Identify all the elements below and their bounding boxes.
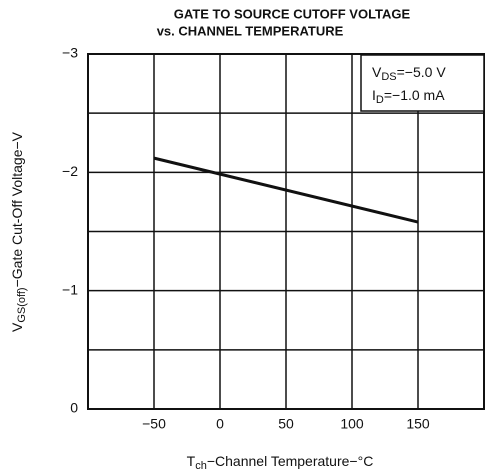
x-tick-label: 150 [406,416,430,432]
x-tick-label: 50 [278,416,294,432]
x-axis-label: Tch−Channel Temperature−°C [187,453,374,472]
x-tick-label: 0 [216,416,224,432]
chart-subtitle: vs. CHANNEL TEMPERATURE [157,23,344,38]
annotation-text: =−5.0 V [397,64,447,80]
y-tick-label: −3 [62,45,78,61]
data-line [153,156,419,224]
legend-box: VDS=−5.0 V ID=−1.0 mA [360,54,485,112]
chart-title: GATE TO SOURCE CUTOFF VOLTAGE [174,6,411,21]
x-label-sub: ch [195,460,207,472]
y-label-text: −Gate Cut-Off Voltage−V [9,131,25,287]
y-axis-label: VGS(off)−Gate Cut-Off Voltage−V [9,131,28,332]
y-tick-label: −1 [62,281,78,297]
x-label-text: −Channel Temperature−°C [207,453,373,469]
annotation-symbol: I [372,87,376,103]
x-label-symbol: T [187,453,196,469]
plot-frame [87,53,485,410]
x-tick-label: 100 [340,416,364,432]
annotation-sub: DS [381,71,396,83]
x-tick-label: −50 [142,416,166,432]
annotation-sub: D [376,94,384,106]
y-label-symbol: V [9,322,25,332]
annotation-symbol: V [372,64,382,80]
annotation-text: =−1.0 mA [384,87,445,103]
y-tick-label: −2 [62,163,78,179]
annotation: ID=−1.0 mA [372,87,445,106]
y-label-sub: GS(off) [16,287,28,322]
y-tick-label: 0 [70,400,78,416]
legend-frame [360,54,485,112]
annotation: VDS=−5.0 V [372,64,446,83]
